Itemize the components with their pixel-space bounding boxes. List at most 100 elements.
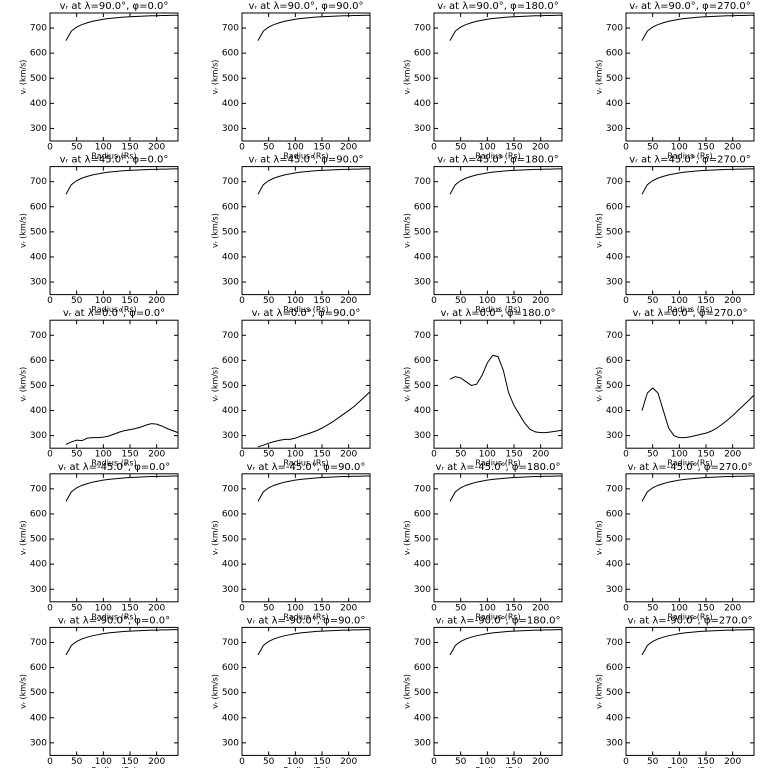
y-tick-label: 500 bbox=[30, 535, 47, 545]
panel-title: vᵣ at λ=-45.0°, φ=270.0° bbox=[627, 462, 752, 473]
x-tick-label: 100 bbox=[95, 450, 112, 460]
plot-frame bbox=[625, 166, 755, 296]
y-tick-label: 600 bbox=[606, 356, 623, 366]
y-tick-label: 300 bbox=[222, 585, 239, 595]
x-tick-label: 0 bbox=[239, 143, 245, 153]
plot-frame bbox=[433, 626, 563, 756]
y-tick-label: 300 bbox=[606, 738, 623, 748]
y-tick-label: 500 bbox=[606, 688, 623, 698]
y-tick-label: 400 bbox=[30, 713, 47, 723]
data-line bbox=[641, 14, 754, 41]
data-line bbox=[449, 168, 562, 195]
x-tick-label: 100 bbox=[479, 757, 496, 767]
x-tick-label: 100 bbox=[479, 450, 496, 460]
x-tick-label: 200 bbox=[148, 450, 165, 460]
x-axis-label: Radius (Rs) bbox=[283, 766, 328, 768]
y-tick-label: 400 bbox=[414, 560, 431, 570]
y-tick-label: 700 bbox=[606, 24, 623, 34]
x-tick-label: 50 bbox=[263, 603, 275, 613]
x-axis-label: Radius (Rs) bbox=[667, 766, 712, 768]
x-tick-label: 100 bbox=[287, 603, 304, 613]
panel-title: vᵣ at λ=0.0°, φ=0.0° bbox=[63, 308, 165, 319]
y-tick-label: 700 bbox=[606, 638, 623, 648]
y-tick-label: 300 bbox=[414, 278, 431, 288]
y-tick-label: 500 bbox=[222, 535, 239, 545]
y-tick-label: 400 bbox=[30, 99, 47, 109]
x-tick-label: 100 bbox=[479, 603, 496, 613]
x-tick-label: 200 bbox=[340, 296, 357, 306]
x-tick-label: 0 bbox=[623, 296, 629, 306]
y-tick-label: 700 bbox=[30, 177, 47, 187]
plot-frame bbox=[625, 12, 755, 142]
x-tick-label: 0 bbox=[431, 450, 437, 460]
y-tick-label: 700 bbox=[606, 177, 623, 187]
data-line bbox=[641, 168, 754, 195]
x-tick-label: 150 bbox=[313, 143, 330, 153]
panel-title: vᵣ at λ=90.0°, φ=270.0° bbox=[629, 1, 750, 12]
x-tick-label: 100 bbox=[671, 757, 688, 767]
y-tick-label: 700 bbox=[414, 638, 431, 648]
y-tick-label: 300 bbox=[222, 431, 239, 441]
y-tick-label: 300 bbox=[606, 124, 623, 134]
y-tick-label: 700 bbox=[222, 484, 239, 494]
x-tick-label: 100 bbox=[287, 296, 304, 306]
y-tick-label: 600 bbox=[606, 202, 623, 212]
x-tick-label: 200 bbox=[724, 603, 741, 613]
y-tick-label: 700 bbox=[222, 24, 239, 34]
y-tick-label: 400 bbox=[222, 252, 239, 262]
data-line bbox=[257, 391, 371, 448]
plot-frame bbox=[241, 319, 371, 449]
y-tick-label: 600 bbox=[222, 356, 239, 366]
data-line bbox=[257, 475, 370, 502]
data-line bbox=[641, 387, 755, 439]
x-tick-label: 0 bbox=[47, 143, 53, 153]
x-tick-label: 100 bbox=[671, 603, 688, 613]
x-tick-label: 0 bbox=[431, 757, 437, 767]
x-tick-label: 200 bbox=[532, 757, 549, 767]
y-tick-label: 600 bbox=[606, 663, 623, 673]
data-line bbox=[257, 168, 370, 195]
y-tick-label: 700 bbox=[222, 177, 239, 187]
x-tick-label: 0 bbox=[431, 296, 437, 306]
y-tick-label: 600 bbox=[30, 202, 47, 212]
y-tick-label: 600 bbox=[30, 49, 47, 59]
x-tick-label: 200 bbox=[148, 757, 165, 767]
y-tick-label: 700 bbox=[30, 24, 47, 34]
y-axis-label: vᵣ (km/s) bbox=[19, 674, 28, 709]
x-tick-label: 150 bbox=[121, 143, 138, 153]
x-tick-label: 200 bbox=[340, 450, 357, 460]
y-tick-label: 700 bbox=[30, 331, 47, 341]
x-tick-label: 200 bbox=[532, 296, 549, 306]
panel-title: vᵣ at λ=90.0°, φ=0.0° bbox=[60, 1, 169, 12]
x-tick-label: 0 bbox=[431, 143, 437, 153]
y-tick-label: 400 bbox=[606, 99, 623, 109]
y-tick-label: 400 bbox=[30, 560, 47, 570]
x-axis-label: Radius (Rs) bbox=[475, 612, 520, 621]
y-tick-label: 400 bbox=[222, 713, 239, 723]
x-axis-label: Radius (Rs) bbox=[667, 612, 712, 621]
y-axis-label: vᵣ (km/s) bbox=[595, 367, 604, 402]
y-axis-label: vᵣ (km/s) bbox=[403, 367, 412, 402]
y-tick-label: 500 bbox=[30, 74, 47, 84]
plot-frame bbox=[625, 626, 755, 756]
y-tick-label: 300 bbox=[30, 124, 47, 134]
panel-title: vᵣ at λ=-45.0°, φ=0.0° bbox=[58, 462, 170, 473]
y-axis-label: vᵣ (km/s) bbox=[595, 520, 604, 555]
y-tick-label: 300 bbox=[414, 585, 431, 595]
data-line bbox=[449, 14, 562, 41]
data-line bbox=[65, 14, 178, 41]
y-tick-label: 500 bbox=[30, 688, 47, 698]
y-tick-label: 500 bbox=[606, 381, 623, 391]
panel-title: vᵣ at λ=0.0°, φ=180.0° bbox=[440, 308, 555, 319]
x-tick-label: 200 bbox=[724, 450, 741, 460]
x-tick-label: 50 bbox=[263, 757, 275, 767]
x-tick-label: 100 bbox=[479, 296, 496, 306]
data-line bbox=[65, 168, 178, 195]
x-axis-label: Radius (Rs) bbox=[283, 459, 328, 468]
x-axis-label: Radius (Rs) bbox=[91, 305, 136, 314]
x-tick-label: 100 bbox=[95, 296, 112, 306]
x-tick-label: 150 bbox=[505, 603, 522, 613]
data-line bbox=[257, 629, 370, 656]
y-tick-label: 300 bbox=[30, 585, 47, 595]
